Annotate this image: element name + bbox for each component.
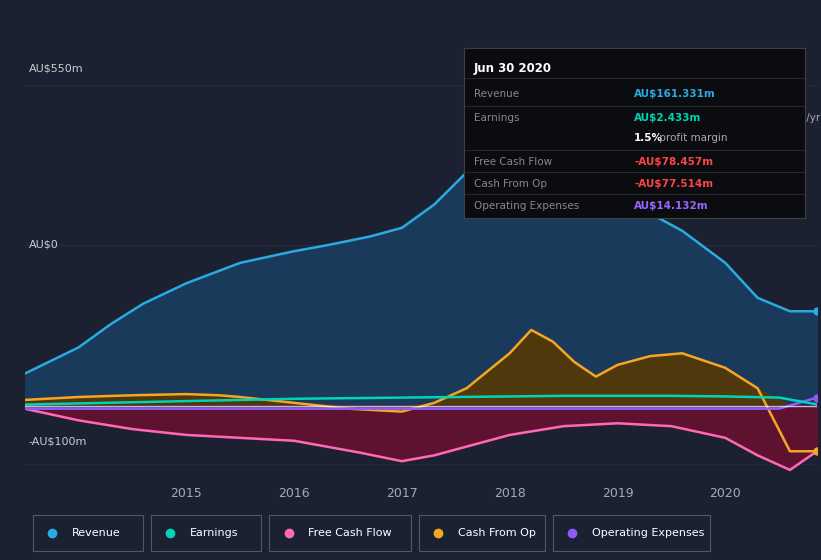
- Text: Cash From Op: Cash From Op: [474, 179, 547, 189]
- Text: Revenue: Revenue: [474, 88, 519, 99]
- Text: Cash From Op: Cash From Op: [458, 529, 536, 538]
- Text: -AU$100m: -AU$100m: [29, 437, 87, 447]
- Text: Earnings: Earnings: [190, 529, 239, 538]
- Text: AU$14.132m: AU$14.132m: [635, 202, 709, 212]
- Text: Earnings: Earnings: [474, 113, 520, 123]
- Text: -AU$78.457m: -AU$78.457m: [635, 157, 713, 167]
- Text: Operating Expenses: Operating Expenses: [474, 202, 580, 212]
- Text: Jun 30 2020: Jun 30 2020: [474, 62, 552, 74]
- Text: AU$550m: AU$550m: [29, 64, 83, 74]
- Text: Revenue: Revenue: [72, 529, 121, 538]
- Text: AU$2.433m: AU$2.433m: [635, 113, 702, 123]
- Text: AU$161.331m: AU$161.331m: [635, 88, 716, 99]
- Text: profit margin: profit margin: [656, 133, 728, 143]
- Text: Operating Expenses: Operating Expenses: [592, 529, 704, 538]
- Text: Free Cash Flow: Free Cash Flow: [309, 529, 392, 538]
- Text: AU$0: AU$0: [29, 239, 58, 249]
- Text: 1.5%: 1.5%: [635, 133, 663, 143]
- Text: Free Cash Flow: Free Cash Flow: [474, 157, 553, 167]
- Text: -AU$77.514m: -AU$77.514m: [635, 179, 713, 189]
- Text: /yr: /yr: [803, 113, 820, 123]
